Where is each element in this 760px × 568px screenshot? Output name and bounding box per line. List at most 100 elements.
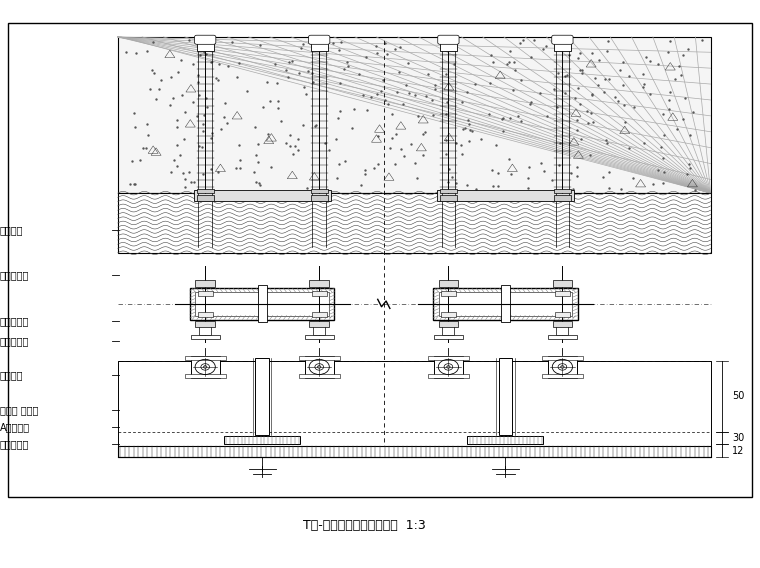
Bar: [199, 323, 211, 335]
Point: [306, 68, 318, 77]
Point: [603, 184, 615, 193]
Bar: [190, 289, 334, 320]
Point: [676, 114, 689, 123]
Bar: [312, 312, 327, 317]
Point: [171, 141, 183, 150]
Bar: [428, 356, 469, 360]
Point: [484, 79, 496, 88]
Circle shape: [318, 366, 321, 368]
Text: 光学镀膜: 光学镀膜: [0, 225, 24, 235]
Point: [397, 99, 409, 108]
Point: [600, 136, 612, 145]
Point: [538, 167, 550, 176]
Point: [249, 168, 261, 177]
Bar: [548, 356, 577, 378]
Point: [652, 165, 664, 174]
Point: [563, 51, 575, 60]
Point: [372, 90, 384, 99]
Point: [357, 90, 369, 99]
Bar: [556, 323, 568, 335]
Circle shape: [447, 366, 450, 368]
Point: [302, 66, 314, 76]
Bar: [311, 41, 328, 51]
Text: 连接角码: 连接角码: [0, 370, 24, 380]
Point: [297, 120, 309, 130]
Point: [369, 164, 381, 173]
Point: [416, 150, 429, 159]
Text: 12: 12: [732, 446, 744, 456]
Bar: [312, 291, 327, 296]
Point: [575, 65, 587, 74]
Point: [610, 92, 622, 101]
Point: [575, 65, 587, 74]
Point: [212, 76, 224, 85]
Point: [193, 142, 205, 151]
Point: [165, 168, 177, 177]
Point: [523, 162, 535, 172]
Point: [640, 52, 652, 61]
Bar: [195, 293, 329, 316]
Bar: [309, 281, 329, 287]
Point: [178, 135, 190, 144]
Point: [372, 131, 385, 140]
Point: [154, 76, 166, 85]
Point: [284, 141, 296, 151]
Point: [467, 127, 479, 136]
Point: [153, 85, 165, 94]
Point: [559, 71, 572, 80]
Point: [284, 131, 296, 140]
Point: [391, 129, 403, 138]
Point: [441, 97, 453, 106]
Point: [192, 78, 204, 87]
Point: [292, 145, 304, 154]
Bar: [554, 41, 571, 51]
Point: [391, 88, 404, 97]
Bar: [554, 189, 571, 193]
Point: [401, 59, 413, 68]
Point: [572, 126, 584, 135]
Bar: [313, 323, 325, 335]
Point: [475, 134, 487, 143]
Point: [585, 108, 597, 118]
Point: [166, 94, 179, 103]
Point: [250, 151, 262, 160]
Point: [346, 124, 358, 133]
Point: [280, 139, 293, 148]
Point: [404, 140, 416, 149]
Point: [128, 179, 141, 189]
Bar: [305, 335, 334, 339]
Point: [179, 107, 192, 116]
Point: [618, 101, 630, 110]
Point: [254, 41, 266, 50]
Point: [371, 49, 383, 58]
Point: [446, 172, 458, 181]
Point: [464, 126, 477, 135]
Point: [601, 139, 613, 148]
Point: [525, 97, 537, 106]
Point: [468, 80, 480, 89]
Point: [617, 81, 629, 90]
Point: [598, 87, 610, 97]
Point: [602, 37, 614, 46]
Point: [663, 37, 676, 46]
Text: T型-陶瓷板干挂横剖节点图  1:3: T型-陶瓷板干挂横剖节点图 1:3: [303, 519, 426, 532]
Point: [603, 74, 616, 83]
Point: [388, 45, 401, 54]
Point: [684, 163, 696, 172]
Point: [164, 101, 176, 110]
Point: [617, 57, 629, 66]
Point: [295, 43, 307, 52]
Point: [503, 58, 515, 67]
Point: [165, 73, 177, 82]
Point: [204, 57, 217, 66]
Bar: [224, 436, 300, 444]
Point: [613, 65, 625, 74]
Point: [172, 68, 184, 77]
Point: [234, 155, 246, 164]
Point: [594, 55, 606, 64]
Point: [193, 90, 205, 99]
Point: [628, 102, 640, 111]
Point: [252, 178, 264, 187]
Point: [440, 110, 452, 119]
Point: [359, 52, 372, 61]
